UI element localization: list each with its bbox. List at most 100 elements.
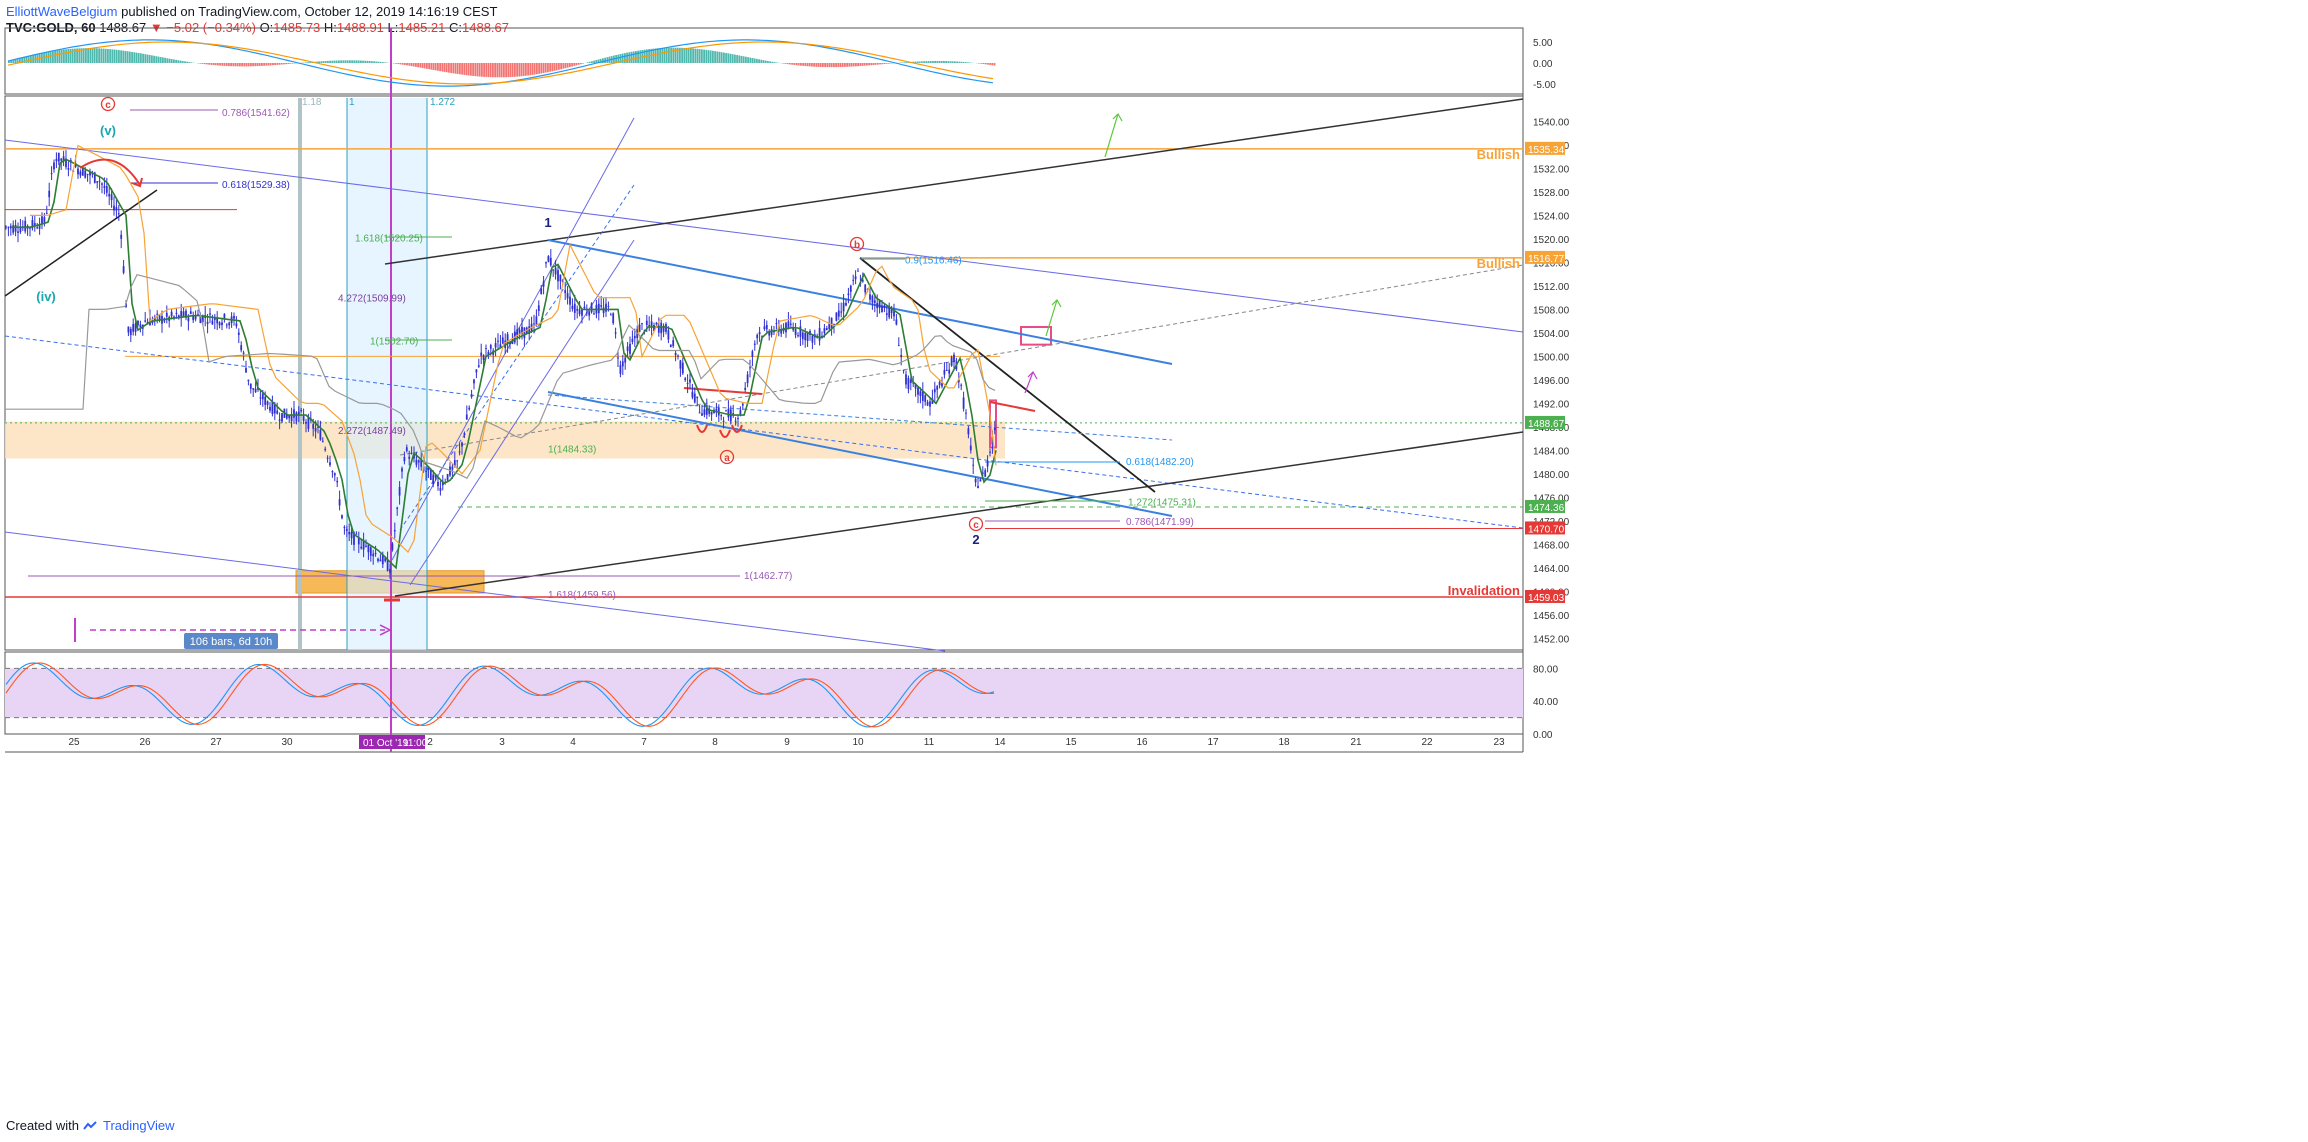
tradingview-link[interactable]: TradingView: [102, 1118, 175, 1133]
candle-body: [360, 546, 363, 549]
candle-body: [549, 257, 552, 266]
macd-histogram-bar: [879, 63, 881, 65]
macd-histogram-bar: [714, 51, 716, 63]
candle-body: [648, 325, 651, 327]
macd-histogram-bar: [830, 63, 833, 68]
macd-histogram-bar: [263, 63, 265, 66]
candle-body: [12, 225, 15, 233]
candle-body: [849, 285, 852, 292]
macd-histogram-bar: [727, 53, 730, 63]
candle-body: [305, 421, 307, 424]
macd-histogram-bar: [10, 60, 12, 63]
candle-body: [134, 323, 137, 332]
candle-body: [753, 343, 756, 345]
macd-histogram-bar: [839, 63, 842, 68]
macd-histogram-bar: [404, 63, 406, 66]
price-tick-label: 1464.00: [1533, 564, 1570, 575]
ma-fast-line: [12, 158, 997, 570]
candle-body: [989, 451, 991, 453]
macd-histogram-bar: [797, 63, 800, 66]
bottom-marker: [731, 424, 743, 433]
macd-histogram-bar: [87, 48, 89, 63]
candle-body: [823, 328, 826, 333]
macd-histogram-bar: [199, 63, 202, 64]
candle-body: [381, 554, 384, 565]
candle-body: [554, 267, 557, 275]
time-tick-label: 21: [1350, 737, 1362, 748]
candle-body: [542, 281, 545, 287]
macd-histogram-bar: [410, 63, 413, 67]
fib-level-label: 0.9(1516.46): [905, 256, 962, 267]
projection-arrow-head: [1051, 299, 1062, 308]
candle-body: [62, 156, 65, 162]
macd-histogram-bar: [918, 61, 921, 63]
candle-body: [180, 310, 183, 319]
candle-body: [117, 213, 120, 215]
candle-body: [703, 409, 706, 415]
candle-body: [314, 428, 317, 432]
macd-histogram-bar: [949, 61, 952, 63]
macd-histogram-bar: [173, 59, 175, 63]
candle-body: [698, 412, 701, 414]
macd-histogram-bar: [377, 61, 380, 63]
macd-histogram-bar: [509, 63, 512, 78]
candle-body: [571, 305, 574, 310]
macd-histogram-bar: [947, 61, 950, 63]
candle-body: [79, 171, 82, 176]
macd-histogram-bar: [338, 60, 340, 63]
candle-body: [653, 325, 655, 332]
macd-histogram-bar: [661, 48, 664, 63]
price-tick-label: 1484.00: [1533, 446, 1570, 457]
candle-body: [581, 309, 583, 316]
macd-histogram-bar: [586, 62, 589, 63]
macd-histogram-bar: [615, 55, 617, 63]
macd-histogram-bar: [597, 59, 600, 63]
candle-body: [701, 413, 703, 416]
macd-histogram-bar: [573, 63, 576, 66]
macd-histogram-bar: [888, 63, 890, 64]
macd-histogram-bar: [47, 51, 50, 63]
macd-histogram-bar: [940, 60, 943, 63]
macd-histogram-bar: [591, 61, 593, 63]
wave-circle: [719, 449, 735, 465]
candle-body: [249, 383, 252, 389]
candle-body: [799, 326, 802, 337]
macd-histogram-bar: [179, 60, 182, 63]
macd-histogram-bar: [375, 61, 378, 63]
price-tick-label: 1496.00: [1533, 376, 1570, 387]
candle-body: [403, 457, 406, 462]
macd-histogram-bar: [232, 63, 235, 67]
candle-body: [393, 530, 396, 532]
ma-mid-line: [30, 144, 997, 554]
invalidation-label: Invalidation: [1448, 583, 1520, 598]
candle-body: [564, 290, 567, 294]
macd-signal-line: [7, 41, 994, 85]
macd-histogram-bar: [247, 63, 250, 67]
candle-body: [650, 321, 653, 327]
price-tag-box: [1525, 415, 1565, 429]
trend-line: [394, 431, 1524, 597]
time-tick-label: 11: [924, 737, 935, 748]
candle-body: [53, 162, 55, 170]
candle-body: [986, 460, 989, 467]
macd-histogram-bar: [674, 47, 677, 63]
candle-body: [518, 329, 521, 334]
fib-level-label: 1(1484.33): [548, 444, 596, 455]
price-axis[interactable]: 1540.001536.001532.001528.001524.001520.…: [1525, 38, 1570, 741]
wave-circle: [100, 96, 116, 112]
candle-body: [209, 313, 211, 315]
macd-histogram-bar: [428, 63, 430, 70]
candle-body: [14, 224, 17, 232]
macd-histogram-bar: [595, 60, 598, 63]
support-zone: [5, 421, 1005, 459]
candle-body: [629, 343, 631, 354]
macd-histogram-bar: [368, 61, 371, 63]
macd-histogram-bar: [984, 63, 987, 65]
macd-histogram-bar: [415, 63, 417, 67]
macd-histogram-bar: [107, 48, 109, 63]
macd-histogram-bar: [190, 62, 193, 63]
author-link[interactable]: ElliottWaveBelgium: [6, 4, 118, 19]
candle-body: [535, 316, 538, 325]
